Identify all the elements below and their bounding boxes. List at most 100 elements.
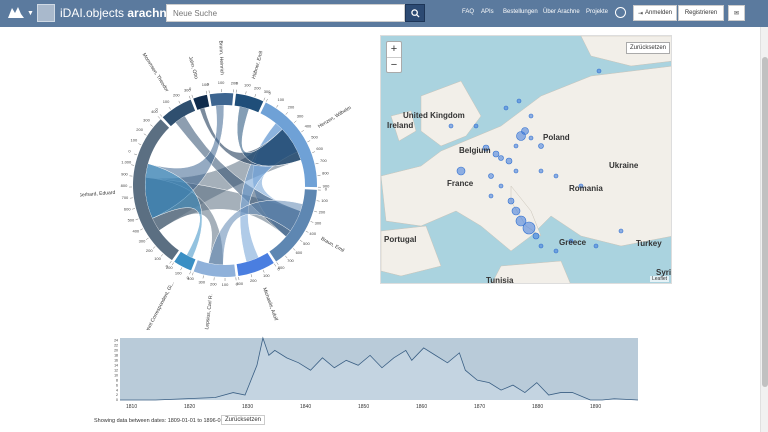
chord-tick: [171, 262, 174, 266]
map-label-syria: Syria: [656, 268, 672, 277]
chord-group-label[interactable]: Braun, Emil: [320, 236, 345, 254]
chord-tick: [134, 153, 138, 156]
map-reset-button[interactable]: Zurücksetzen: [626, 42, 671, 54]
chord-tick-label: 200: [210, 281, 217, 286]
chord-tick: [178, 100, 181, 104]
chord-tick-label: 400: [309, 231, 316, 236]
chord-tick: [205, 90, 207, 94]
chord-group-arc[interactable]: [260, 102, 317, 188]
chord-tick: [131, 164, 135, 166]
chord-tick: [140, 228, 143, 231]
chord-tick-label: 600: [316, 146, 323, 151]
chord-tick-label: 400: [305, 123, 312, 128]
timeline-reset-button[interactable]: Zurücksetzen: [221, 415, 266, 425]
zoom-in-button[interactable]: +: [390, 43, 398, 55]
chord-tick: [254, 94, 256, 97]
x-tick-1810: 1810: [126, 404, 138, 410]
map-label-greece: Greece: [559, 238, 587, 247]
chord-tick-label: 100: [202, 82, 209, 87]
brand-name: arachne: [127, 6, 174, 20]
nav-ueber-arachne[interactable]: Über Arachne: [543, 9, 580, 15]
envelope-icon: ✉: [733, 10, 740, 17]
chord-group-label[interactable]: Unbekannt Correspondent, Gi...: [138, 281, 176, 346]
chord-group-label[interactable]: Hübner, Emil: [251, 50, 265, 79]
search-input[interactable]: [166, 4, 405, 22]
chord-group-arc[interactable]: [209, 93, 234, 107]
nav-projekte[interactable]: Projekte: [586, 9, 609, 15]
timeline-line: [120, 336, 639, 401]
chord-group-label[interactable]: Lepsius, Carl R.: [204, 294, 214, 330]
globe-icon[interactable]: [615, 7, 626, 18]
x-tick-1820: 1820: [184, 404, 196, 410]
chord-tick: [245, 91, 247, 95]
chord-group-arc[interactable]: [193, 94, 210, 110]
scrollbar-thumb[interactable]: [762, 57, 768, 387]
chord-tick: [262, 269, 265, 273]
chord-group-label[interactable]: Brunn, Heinrich: [217, 40, 224, 75]
chord-group-label[interactable]: Jahn, Otto: [187, 56, 199, 80]
chord-tick: [168, 106, 171, 110]
y-tick-label: 10: [114, 373, 118, 377]
chord-tick-label: 600: [296, 250, 303, 255]
chord-tick-label: 900: [121, 171, 128, 176]
chord-group-arc[interactable]: [236, 252, 274, 277]
search-button[interactable]: [405, 4, 425, 22]
chord-tick-label: 300: [297, 113, 304, 118]
chord-group-arc[interactable]: [174, 251, 196, 271]
map-label-france: France: [447, 179, 474, 188]
x-tick-1850: 1850: [358, 404, 370, 410]
brand-title[interactable]: iDAI.objects arachne: [60, 6, 173, 20]
chord-tick-label: 800: [121, 183, 128, 188]
chord-group-label[interactable]: Mommsen, Theodor: [141, 52, 170, 93]
chord-tick-label: 400: [132, 228, 139, 233]
chord-tick: [263, 97, 266, 101]
y-tick-label: 14: [114, 363, 118, 367]
logo-icon[interactable]: [6, 4, 26, 22]
map-label-belgium: Belgium: [459, 146, 491, 155]
chord-tick: [189, 271, 191, 275]
chord-tick: [191, 94, 194, 98]
y-tick-label: 2: [116, 393, 118, 397]
chord-group-arc[interactable]: [269, 189, 317, 262]
chord-tick-label: 200: [146, 248, 153, 253]
chord-group-label[interactable]: Gerhard, Eduard: [78, 190, 116, 199]
chord-tick-label: 200: [288, 105, 295, 110]
chord-group-label[interactable]: Michaelis, Adolf: [261, 287, 279, 322]
y-tick-label: 22: [114, 344, 118, 348]
y-tick-label: 0: [116, 398, 118, 402]
map-attribution[interactable]: Leaflet: [649, 276, 669, 282]
chord-tick: [276, 262, 279, 265]
chord-group-arc[interactable]: [193, 260, 236, 277]
contact-button[interactable]: ✉: [728, 5, 745, 21]
register-button[interactable]: Registrieren: [678, 5, 724, 21]
chord-tick-label: 800: [278, 265, 285, 270]
chevron-down-icon[interactable]: ▼: [27, 10, 34, 17]
chord-tick: [299, 239, 303, 243]
chord-diagram: 0 100 200 300 Hübner, Emil 0 100 200 300 400 500 60…: [78, 40, 370, 346]
chord-tick: [250, 274, 253, 278]
chord-tick: [276, 104, 279, 108]
chord-tick-label: 0: [207, 81, 210, 86]
zoom-out-button[interactable]: −: [387, 57, 401, 72]
map-label-turkey: Turkey: [636, 239, 662, 248]
map-label-united-kingdom: United Kingdom: [403, 111, 465, 120]
chord-tick-label: 0: [277, 267, 280, 272]
chord-group-arc[interactable]: [133, 119, 179, 261]
y-tick-label: 18: [114, 354, 118, 358]
chord-tick: [143, 133, 147, 136]
chord-tick-label: 500: [128, 218, 135, 223]
chord-group-arc[interactable]: [162, 99, 196, 127]
nav-bestellungen[interactable]: Bestellungen: [503, 9, 538, 15]
chord-group-label[interactable]: Henzen, Wilhelm: [317, 105, 352, 130]
nav-apis[interactable]: APIs: [481, 9, 494, 15]
chord-tick-label: 100: [218, 80, 225, 85]
page-scrollbar[interactable]: [760, 27, 768, 432]
nav-faq[interactable]: FAQ: [462, 9, 475, 15]
chord-tick-label: 100: [277, 97, 284, 102]
login-button[interactable]: ⇥ Anmelden: [633, 5, 677, 21]
map-panel[interactable]: + − Zurücksetzen United Kingdom Ireland …: [380, 35, 672, 284]
map-label-tunisia: Tunisia: [486, 276, 514, 284]
chord-group-arc[interactable]: [234, 93, 264, 113]
chord-tick-label: 800: [322, 171, 329, 176]
